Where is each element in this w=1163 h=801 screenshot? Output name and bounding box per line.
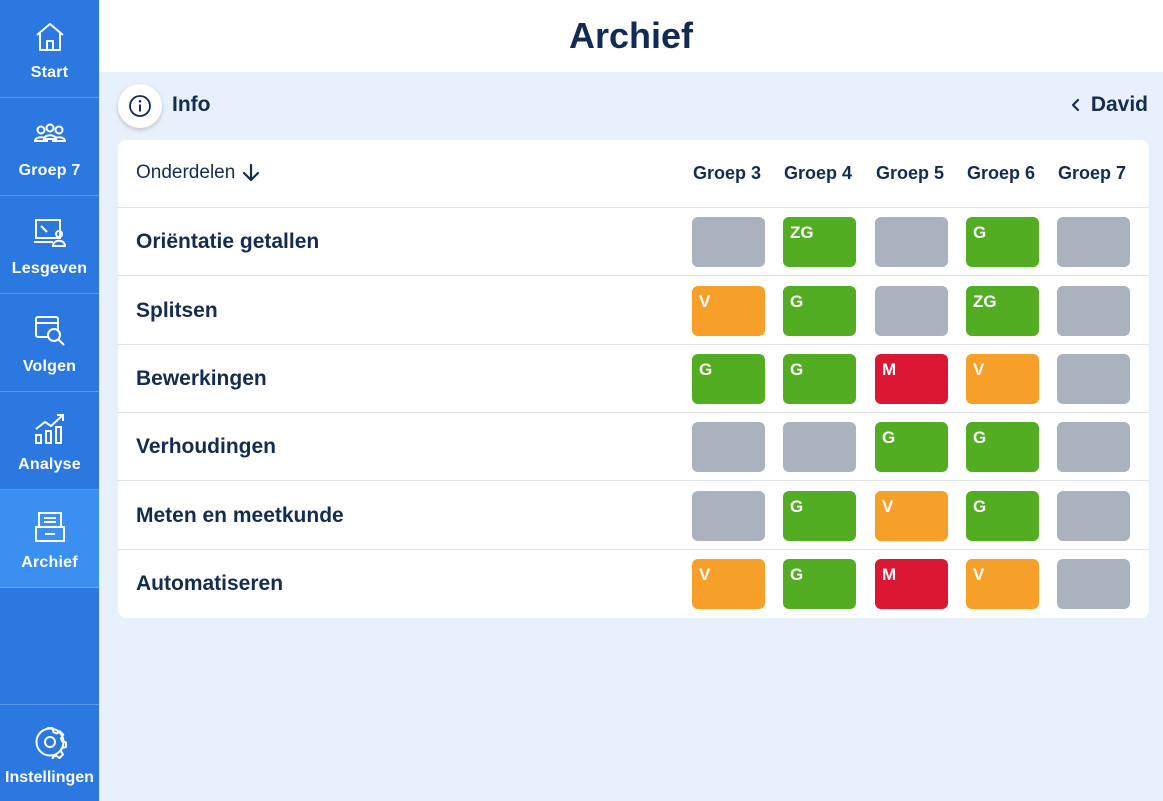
archive-table: Onderdelen Groep 3 Groep 4 Groep 5 Groep… [118,140,1149,618]
sidebar-item-label: Groep 7 [18,162,81,179]
score-cell[interactable] [783,422,856,472]
score-cell[interactable]: M [875,354,948,404]
monitor-search-icon [34,316,65,346]
score-cell[interactable]: M [875,559,948,609]
row-label: Meten en meetkunde [136,504,344,527]
sidebar-settings-label: Instellingen [5,769,94,786]
sidebar: Start Groep 7 Lesgeven Volgen Analyse [0,0,99,801]
row-label: Automatiseren [136,572,284,595]
archive-icon [34,512,65,542]
score-cell[interactable]: G [966,422,1039,472]
table-row: Splitsen V G ZG [118,277,1149,345]
row-label: Splitsen [136,299,218,322]
score-cell[interactable]: ZG [783,217,856,267]
group-icon [33,123,66,142]
page-title: Archief [568,15,694,56]
row-label: Bewerkingen [136,367,267,390]
score-cell[interactable]: G [783,491,856,541]
score-cell[interactable]: V [692,559,765,609]
column-header-groep-5: Groep 5 [875,163,945,183]
score-cell[interactable] [1057,354,1130,404]
score-cell[interactable]: V [875,491,948,541]
sidebar-item-lesgeven[interactable]: Lesgeven [0,196,99,294]
sidebar-item-volgen[interactable]: Volgen [0,294,99,392]
chevron-left-icon [1071,98,1079,112]
arrow-down-icon [243,163,260,182]
table-row: Bewerkingen G G M V [118,345,1149,413]
row-label: Verhoudingen [136,435,277,458]
score-cell[interactable] [875,286,948,336]
home-icon [35,23,64,51]
score-cell[interactable] [1057,217,1130,267]
score-cell[interactable] [1057,422,1130,472]
score-cell[interactable] [692,217,765,267]
column-header-groep-3: Groep 3 [692,163,762,183]
score-cell[interactable]: G [783,354,856,404]
score-cell[interactable]: G [875,422,948,472]
score-cell[interactable] [875,217,948,267]
sidebar-item-start[interactable]: Start [0,0,99,98]
score-cell[interactable] [1057,559,1130,609]
info-icon [129,95,151,117]
row-label: Oriëntatie getallen [136,230,320,253]
sidebar-item-analyse[interactable]: Analyse [0,392,99,490]
table-row: Automatiseren V G M V [118,550,1149,618]
info-label[interactable]: Info [172,93,211,116]
gear-icon [35,727,67,759]
sidebar-item-instellingen[interactable]: Instellingen [0,704,99,801]
back-button[interactable]: David [1071,93,1148,117]
score-cell[interactable]: ZG [966,286,1039,336]
score-cell[interactable]: G [692,354,765,404]
analysis-chart-icon [34,414,64,444]
table-row: Oriëntatie getallen ZG G [118,208,1149,276]
score-cell[interactable]: V [966,354,1039,404]
sidebar-item-label: Lesgeven [11,260,88,277]
column-header-groep-6: Groep 6 [966,163,1036,183]
sidebar-item-label: Start [30,64,69,81]
score-cell[interactable]: G [783,286,856,336]
score-cell[interactable] [1057,286,1130,336]
teach-icon [33,219,66,247]
back-label: David [1090,93,1148,116]
score-cell[interactable]: V [692,286,765,336]
sidebar-item-archief[interactable]: Archief [0,490,99,588]
score-cell[interactable]: G [966,491,1039,541]
score-cell[interactable] [1057,491,1130,541]
sort-onderdelen-button[interactable]: Onderdelen [136,162,261,184]
score-cell[interactable]: G [783,559,856,609]
sort-header-label: Onderdelen [136,162,236,183]
header: Archief [99,0,1163,72]
score-cell[interactable]: G [966,217,1039,267]
table-row: Verhoudingen G G [118,413,1149,481]
table-row: Meten en meetkunde G V G [118,482,1149,550]
sidebar-item-groep-7[interactable]: Groep 7 [0,98,99,196]
sidebar-item-label: Archief [21,554,78,571]
sidebar-item-label: Analyse [18,456,81,473]
score-cell[interactable] [692,491,765,541]
score-cell[interactable]: V [966,559,1039,609]
table-header: Onderdelen Groep 3 Groep 4 Groep 5 Groep… [118,140,1149,208]
sidebar-item-label: Volgen [22,358,77,375]
column-header-groep-4: Groep 4 [783,163,853,183]
column-header-groep-7: Groep 7 [1057,163,1127,183]
info-button[interactable] [118,84,162,128]
score-cell[interactable] [692,422,765,472]
